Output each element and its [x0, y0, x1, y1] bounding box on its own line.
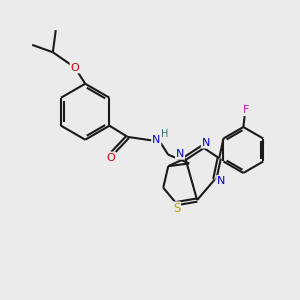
Text: F: F — [243, 105, 250, 115]
Text: N: N — [217, 176, 225, 186]
Text: H: H — [161, 129, 169, 139]
Text: N: N — [152, 135, 160, 145]
Text: S: S — [173, 202, 180, 215]
Text: O: O — [70, 63, 79, 73]
Text: O: O — [106, 152, 115, 163]
Text: N: N — [176, 149, 184, 159]
Text: N: N — [202, 138, 210, 148]
